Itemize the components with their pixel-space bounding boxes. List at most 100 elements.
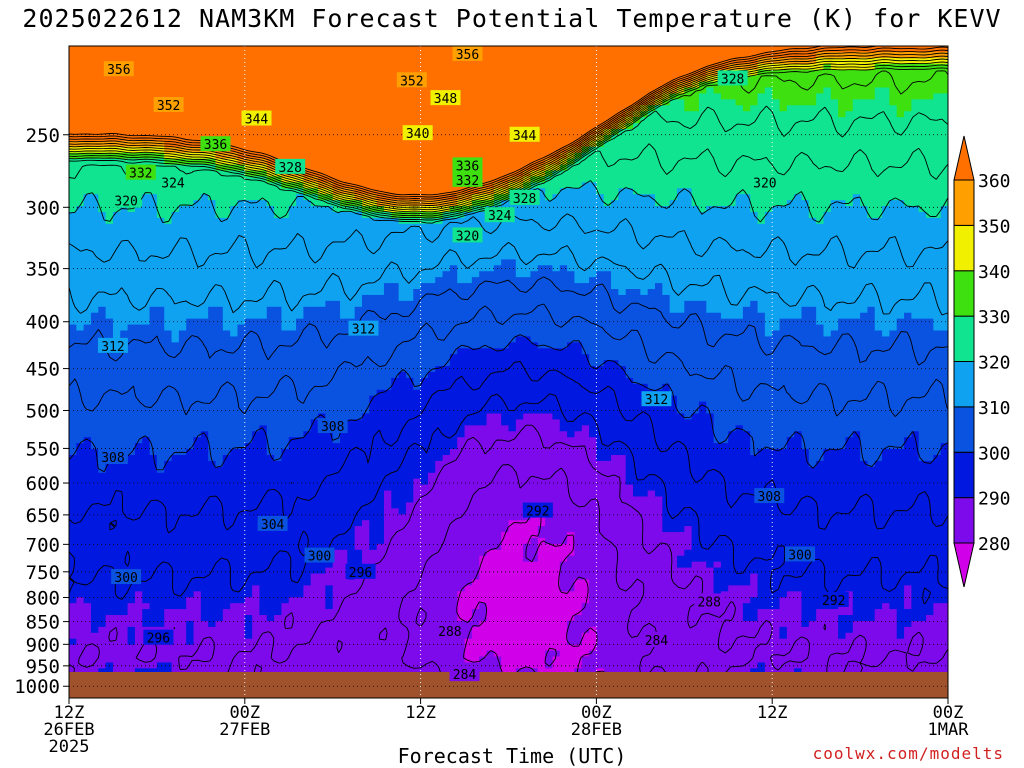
field-cell — [200, 247, 209, 255]
field-cell — [391, 354, 400, 361]
field-cell — [83, 105, 92, 112]
field-cell — [83, 111, 92, 118]
field-cell — [362, 223, 370, 231]
chart-title: 2025022612 NAM3KM Forecast Potential Tem… — [22, 4, 1002, 33]
field-cell — [127, 549, 136, 557]
field-cell — [164, 377, 173, 385]
field-cell — [200, 514, 209, 521]
field-cell — [76, 372, 85, 379]
field-cell — [237, 650, 246, 658]
field-cell — [391, 348, 400, 355]
field-cell — [303, 561, 312, 569]
field-cell — [296, 51, 304, 59]
field-cell — [186, 360, 195, 367]
field-cell — [120, 496, 129, 503]
field-cell — [222, 99, 231, 106]
field-cell — [318, 348, 326, 355]
field-cell — [391, 229, 400, 237]
field-cell — [127, 484, 136, 492]
field-cell — [310, 585, 319, 592]
field-cell — [296, 526, 304, 533]
field-cell — [156, 81, 165, 89]
field-cell — [178, 87, 187, 95]
field-cell — [76, 229, 85, 237]
field-cell — [186, 597, 195, 604]
field-cell — [237, 472, 246, 480]
field-cell — [303, 265, 312, 272]
field-cell — [200, 229, 209, 237]
field-cell — [310, 318, 319, 326]
field-cell — [105, 626, 114, 634]
field-cell — [252, 549, 261, 557]
field-cell — [200, 194, 209, 201]
field-cell — [347, 294, 356, 302]
field-cell — [142, 401, 151, 409]
field-cell — [76, 543, 85, 551]
field-cell — [186, 294, 195, 302]
field-cell — [310, 437, 319, 444]
field-cell — [222, 573, 231, 581]
field-cell — [222, 401, 231, 409]
field-cell — [171, 46, 180, 53]
field-cell — [134, 81, 143, 89]
field-cell — [369, 383, 378, 391]
field-cell — [362, 650, 370, 658]
field-cell — [164, 57, 173, 65]
field-cell — [347, 247, 356, 255]
field-cell — [362, 585, 370, 592]
field-cell — [178, 342, 187, 349]
field-cell — [244, 223, 253, 231]
field-cell — [332, 484, 341, 492]
field-cell — [376, 223, 385, 231]
field-cell — [222, 532, 231, 539]
field-cell — [310, 253, 319, 260]
field-cell — [310, 57, 319, 65]
field-cell — [200, 662, 209, 669]
field-cell — [347, 425, 356, 432]
field-cell — [354, 111, 363, 118]
field-cell — [266, 585, 275, 592]
field-cell — [347, 372, 356, 379]
field-cell — [193, 306, 202, 314]
field-cell — [112, 247, 121, 255]
field-cell — [112, 128, 121, 136]
field-cell — [193, 69, 202, 77]
field-cell — [274, 289, 283, 296]
field-cell — [200, 626, 209, 634]
field-cell — [120, 188, 129, 195]
field-cell — [149, 271, 158, 278]
field-cell — [376, 63, 385, 71]
field-cell — [252, 81, 261, 89]
field-cell — [193, 170, 202, 177]
field-cell — [208, 656, 217, 664]
field-cell — [252, 454, 261, 462]
field-cell — [193, 360, 202, 367]
field-cell — [98, 437, 107, 444]
field-cell — [105, 478, 114, 486]
field-cell — [69, 342, 77, 349]
field-cell — [83, 271, 92, 278]
field-cell — [215, 182, 224, 189]
field-cell — [200, 449, 209, 456]
field-cell — [149, 466, 158, 474]
field-cell — [186, 324, 195, 332]
field-cell — [296, 650, 304, 658]
field-cell — [83, 532, 92, 539]
field-cell — [398, 117, 407, 124]
field-cell — [266, 360, 275, 367]
field-cell — [347, 46, 356, 53]
field-cell — [193, 620, 202, 628]
field-cell — [266, 383, 275, 391]
field-cell — [244, 146, 253, 154]
field-cell — [325, 389, 334, 397]
field-cell — [288, 508, 297, 515]
field-cell — [149, 247, 158, 255]
field-cell — [391, 360, 400, 367]
field-cell — [303, 437, 312, 444]
field-cell — [134, 537, 143, 545]
field-cell — [237, 217, 246, 225]
field-cell — [193, 63, 202, 71]
field-cell — [252, 484, 261, 492]
field-cell — [90, 354, 99, 361]
field-cell — [354, 46, 363, 53]
